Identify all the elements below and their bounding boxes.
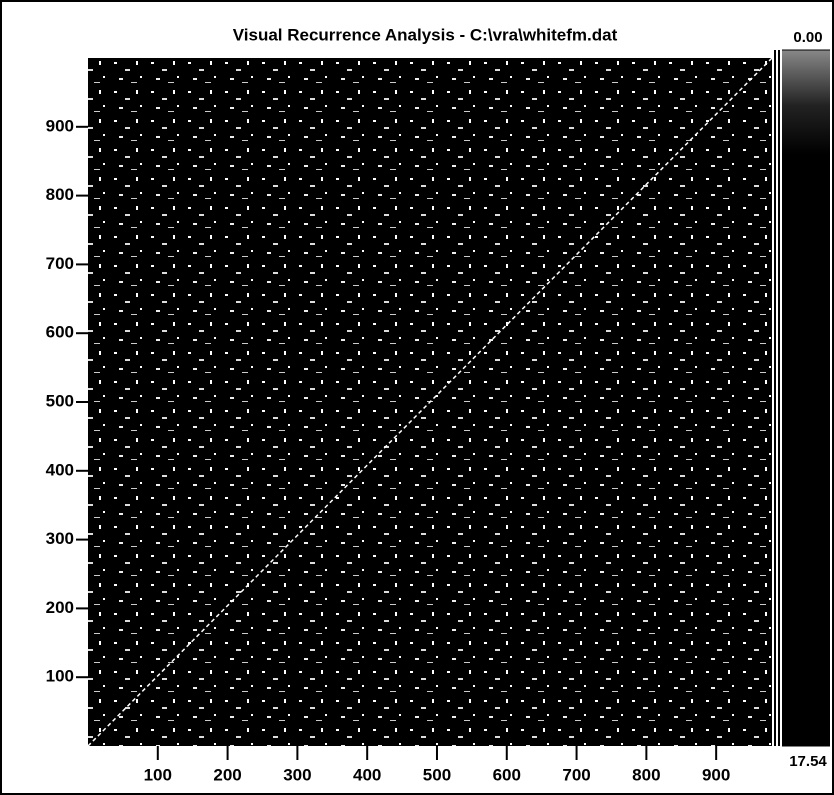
y-tick-label: 400	[46, 460, 74, 479]
x-tick-label: 700	[562, 765, 590, 784]
colorbar	[782, 50, 830, 746]
y-tick-label: 500	[46, 391, 74, 410]
x-tick-label: 900	[702, 765, 730, 784]
x-tick-label: 100	[144, 765, 172, 784]
y-tick-label: 200	[46, 598, 74, 617]
x-tick-label: 800	[632, 765, 660, 784]
y-tick-label: 600	[46, 323, 74, 342]
colorbar-label: 0.00	[793, 29, 822, 46]
diagonal	[87, 57, 773, 747]
y-tick-label: 100	[46, 667, 74, 686]
colorbar-label: 17.54	[789, 753, 827, 770]
chart-title: Visual Recurrence Analysis - C:\vra\whit…	[233, 25, 618, 44]
x-tick-label: 400	[353, 765, 381, 784]
y-tick-label: 900	[46, 116, 74, 135]
y-tick-label: 800	[46, 185, 74, 204]
y-tick-label: 700	[46, 254, 74, 273]
y-tick-label: 300	[46, 529, 74, 548]
x-tick-label: 500	[423, 765, 451, 784]
x-tick-label: 600	[493, 765, 521, 784]
x-tick-label: 300	[283, 765, 311, 784]
x-tick-label: 200	[213, 765, 241, 784]
